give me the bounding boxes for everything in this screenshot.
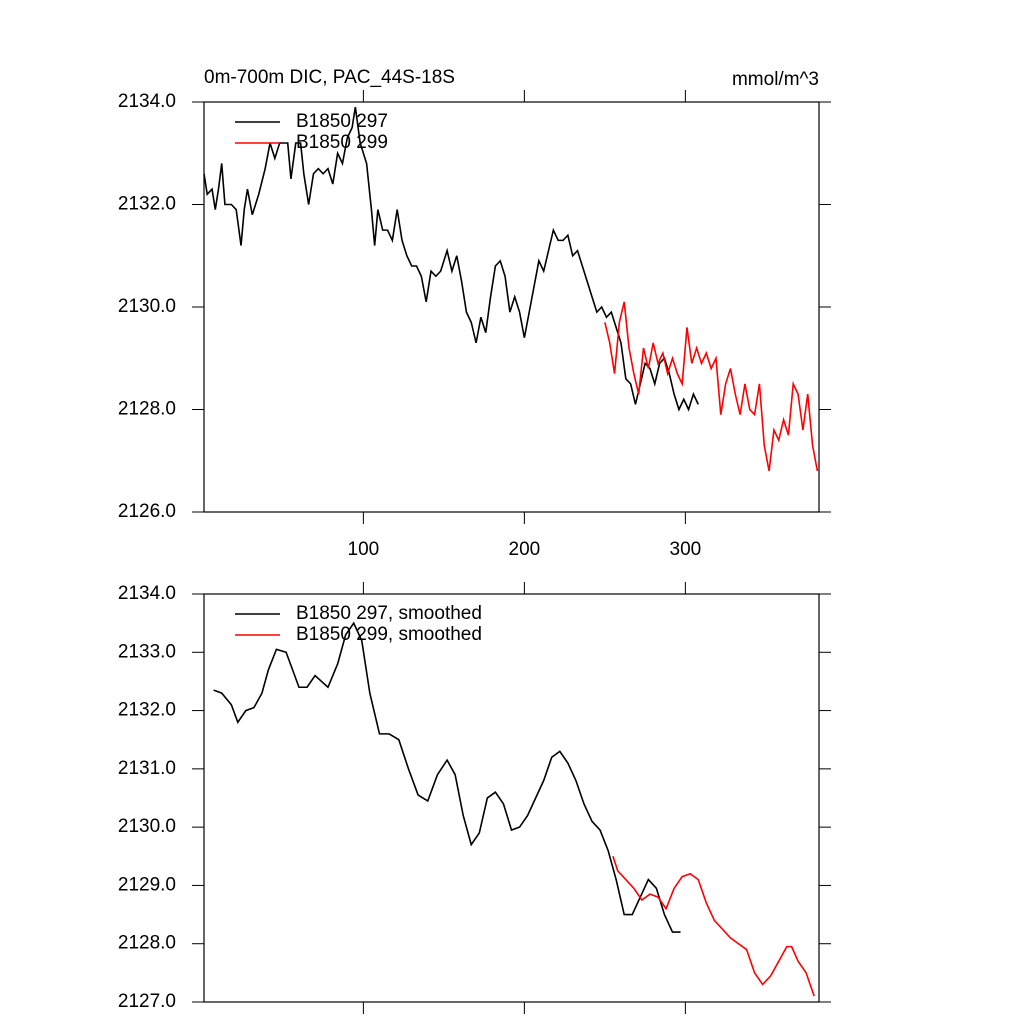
x-tick-label: 100	[348, 539, 380, 560]
y-tick-label: 2127.0	[118, 991, 176, 1012]
series-line	[604, 301, 819, 472]
series-line	[203, 107, 699, 412]
y-tick-label: 2130.0	[118, 816, 176, 837]
y-tick-label: 2130.0	[118, 296, 176, 317]
y-tick-label: 2128.0	[118, 399, 176, 420]
plot-frame	[203, 593, 820, 1003]
y-tick-label: 2126.0	[118, 501, 176, 522]
x-tick-label: 300	[670, 539, 702, 560]
y-tick-label: 2128.0	[118, 933, 176, 954]
series-line	[213, 621, 681, 933]
legend-label: B1850 299, smoothed	[296, 624, 482, 645]
chart-title: 0m-700m DIC, PAC_44S-18S	[204, 67, 455, 88]
y-tick-label: 2129.0	[118, 874, 176, 895]
x-tick-label: 200	[509, 539, 541, 560]
y-tick-label: 2132.0	[118, 700, 176, 721]
units-label: mmol/m^3	[732, 69, 819, 90]
y-tick-label: 2131.0	[118, 758, 176, 779]
series-line	[612, 856, 815, 997]
legend-label: B1850 297, smoothed	[296, 603, 482, 624]
y-tick-label: 2134.0	[118, 583, 176, 604]
y-tick-label: 2132.0	[118, 194, 176, 215]
y-tick-label: 2134.0	[118, 91, 176, 112]
legend-label: B1850 297	[296, 111, 388, 132]
legend-label: B1850 299	[296, 132, 388, 153]
y-tick-label: 2133.0	[118, 641, 176, 662]
